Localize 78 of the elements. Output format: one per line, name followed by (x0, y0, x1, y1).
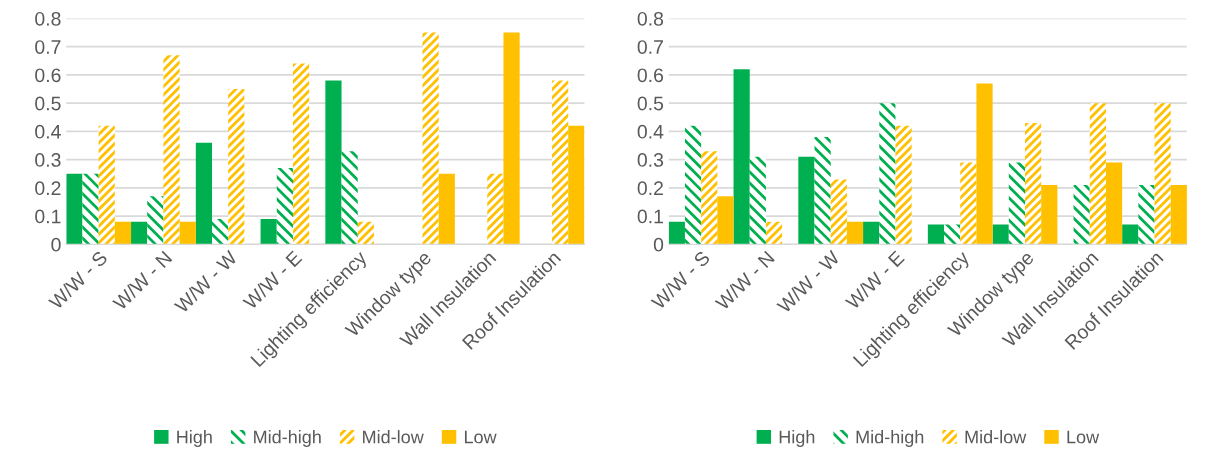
bar (733, 69, 750, 245)
bar (438, 173, 455, 245)
legend-label: Mid-high (856, 430, 924, 447)
bar (879, 103, 896, 245)
bar (98, 125, 115, 245)
bar (814, 137, 831, 245)
bar (1170, 185, 1187, 245)
bar (114, 221, 132, 245)
bar (66, 173, 83, 245)
bar (1105, 162, 1123, 245)
bar (976, 83, 993, 245)
y-tick-label: 0.3 (35, 153, 61, 167)
bar (357, 221, 374, 245)
y-tick-label: 0.4 (637, 124, 664, 139)
bar (1138, 185, 1155, 245)
y-tick-label: 0.7 (35, 40, 61, 54)
bar (830, 179, 847, 245)
y-tick-label: 0.1 (35, 209, 61, 224)
y-tick-label: 0.1 (637, 209, 663, 224)
y-tick-label: 0.7 (637, 40, 663, 54)
bar (131, 221, 148, 245)
bar (147, 196, 164, 245)
y-tick-label: 0.3 (637, 153, 664, 167)
bar (1008, 162, 1025, 245)
y-tick-label: 0.2 (35, 181, 61, 196)
legend-label: High (177, 430, 212, 447)
legend-label: High (779, 430, 815, 447)
bar (163, 55, 180, 245)
bar (552, 80, 569, 245)
bar (765, 221, 783, 245)
bar (895, 125, 912, 245)
bar (195, 142, 212, 245)
bar (487, 173, 504, 245)
bar (292, 63, 310, 245)
y-tick-label: 0.2 (637, 181, 663, 196)
y-tick-label: 0 (653, 237, 664, 252)
bar (212, 218, 229, 245)
bar (701, 151, 718, 245)
bar (1089, 103, 1106, 245)
y-tick-label: 0.6 (637, 68, 664, 83)
bar (1073, 185, 1090, 245)
legend-label: Low (1067, 430, 1100, 444)
y-tick-label: 0.5 (35, 96, 61, 111)
y-tick-label: 0.5 (637, 96, 664, 111)
bar (82, 173, 99, 245)
bar (1154, 103, 1171, 245)
bar (568, 125, 585, 245)
legend-label: Mid-low (965, 430, 1027, 444)
bar (846, 221, 864, 245)
bar (992, 224, 1009, 245)
legend-label: Low (464, 430, 497, 444)
bar (325, 80, 342, 245)
bar (749, 156, 766, 245)
bar (276, 168, 293, 245)
bar (717, 196, 734, 245)
bar (1025, 122, 1042, 245)
bar (1122, 224, 1139, 245)
bar (960, 162, 977, 245)
bar (422, 32, 439, 245)
y-tick-label: 0.8 (35, 11, 61, 26)
bar (798, 156, 815, 245)
bar (1041, 185, 1058, 245)
bar (863, 221, 880, 245)
bar (927, 224, 945, 245)
bar (260, 218, 277, 245)
y-tick-label: 0 (51, 237, 61, 252)
legend-label: Mid-low (363, 430, 424, 444)
legend-label: Mid-high (254, 430, 321, 447)
y-tick-label: 0.4 (35, 124, 61, 139)
bar (228, 89, 245, 245)
bar (341, 151, 358, 245)
y-tick-label: 0.6 (35, 68, 61, 83)
bar (944, 224, 961, 245)
bar (684, 125, 702, 245)
bar (503, 32, 520, 245)
y-tick-label: 0.8 (637, 11, 664, 26)
bar (179, 221, 196, 245)
bar (668, 221, 685, 245)
